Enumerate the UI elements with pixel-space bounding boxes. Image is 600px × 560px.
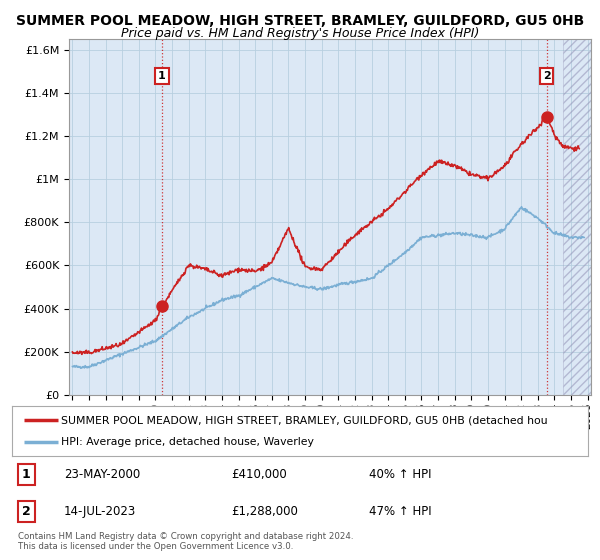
Text: 1: 1 — [158, 71, 166, 81]
Text: 1: 1 — [22, 468, 31, 481]
Text: £1,288,000: £1,288,000 — [231, 505, 298, 518]
Text: Contains HM Land Registry data © Crown copyright and database right 2024.
This d: Contains HM Land Registry data © Crown c… — [18, 532, 353, 552]
Text: 23-MAY-2000: 23-MAY-2000 — [64, 468, 140, 481]
Text: 14-JUL-2023: 14-JUL-2023 — [64, 505, 136, 518]
Text: SUMMER POOL MEADOW, HIGH STREET, BRAMLEY, GUILDFORD, GU5 0HB: SUMMER POOL MEADOW, HIGH STREET, BRAMLEY… — [16, 14, 584, 28]
Text: 40% ↑ HPI: 40% ↑ HPI — [369, 468, 431, 481]
Text: 47% ↑ HPI: 47% ↑ HPI — [369, 505, 432, 518]
Text: SUMMER POOL MEADOW, HIGH STREET, BRAMLEY, GUILDFORD, GU5 0HB (detached hou: SUMMER POOL MEADOW, HIGH STREET, BRAMLEY… — [61, 415, 548, 425]
Text: £410,000: £410,000 — [231, 468, 287, 481]
Text: 2: 2 — [22, 505, 31, 518]
Text: 2: 2 — [543, 71, 551, 81]
Text: HPI: Average price, detached house, Waverley: HPI: Average price, detached house, Wave… — [61, 437, 314, 447]
Text: Price paid vs. HM Land Registry's House Price Index (HPI): Price paid vs. HM Land Registry's House … — [121, 27, 479, 40]
